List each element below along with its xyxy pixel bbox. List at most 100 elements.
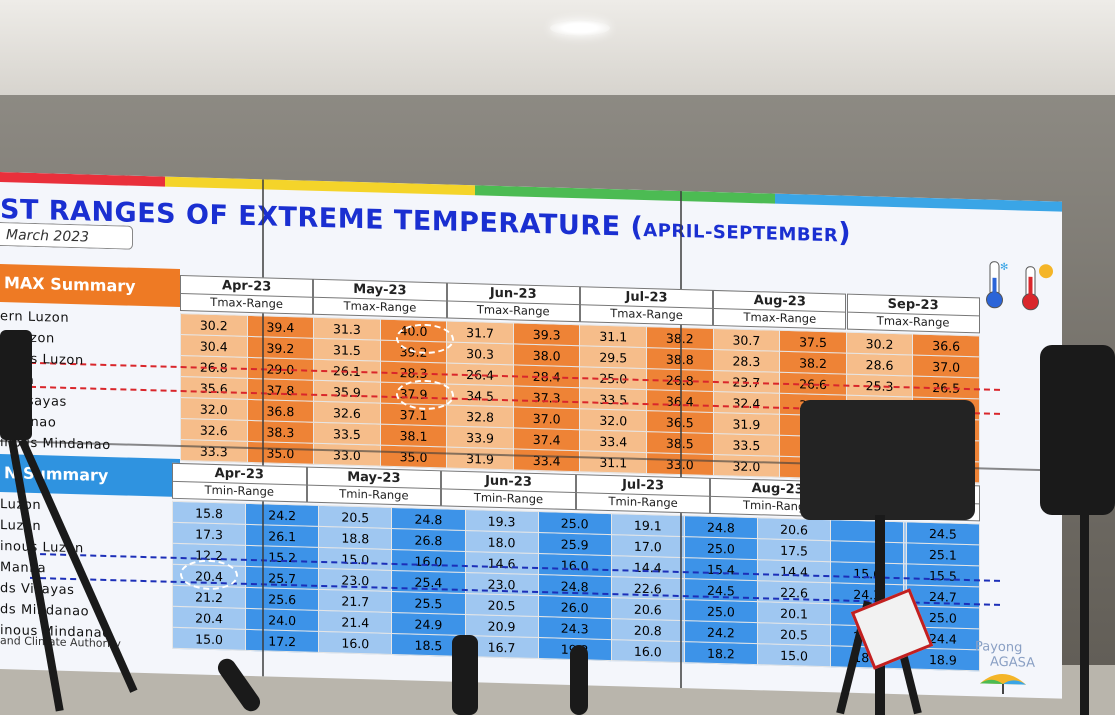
table-cell: 15.0 bbox=[172, 627, 246, 651]
table-cell: 38.1 bbox=[380, 424, 447, 447]
table-cell: 33.4 bbox=[579, 429, 647, 453]
umbrella-logo-icon bbox=[978, 669, 1028, 698]
table-cell: 39.3 bbox=[513, 322, 580, 346]
table-cell: 33.4 bbox=[513, 448, 580, 472]
table-cell: 33.5 bbox=[713, 433, 780, 457]
tmax-summary-tab: MAX Summary bbox=[0, 264, 180, 308]
table-cell: 20.8 bbox=[611, 618, 685, 642]
table-cell: 38.0 bbox=[513, 343, 580, 367]
table-cell: 20.9 bbox=[465, 614, 539, 638]
table-cell: 33.3 bbox=[180, 439, 248, 463]
panel-seam bbox=[262, 179, 264, 677]
table-cell: 30.3 bbox=[446, 341, 514, 365]
table-cell: 24.8 bbox=[684, 515, 758, 539]
table-cell: 25.1 bbox=[906, 542, 980, 566]
ceiling-light bbox=[550, 20, 610, 36]
tmin-month-header: Jun-23 Tmin-Range bbox=[441, 470, 576, 511]
table-cell: 20.6 bbox=[757, 517, 831, 541]
table-cell: 32.0 bbox=[713, 454, 780, 478]
table-cell: 30.7 bbox=[713, 328, 780, 352]
table-cell: 37.4 bbox=[513, 427, 580, 451]
table-cell: 30.2 bbox=[180, 313, 248, 337]
table-cell: 31.5 bbox=[313, 338, 381, 362]
table-cell: 33.5 bbox=[313, 422, 381, 446]
table-cell: 38.2 bbox=[779, 351, 847, 375]
table-cell bbox=[830, 540, 904, 564]
tmax-range-label: Tmax-Range bbox=[476, 302, 550, 319]
issued-date: March 2023 bbox=[0, 222, 133, 250]
microphone bbox=[452, 635, 478, 715]
table-cell: 15.6 bbox=[830, 561, 904, 585]
table-cell: 17.0 bbox=[611, 534, 685, 558]
table-cell: 31.1 bbox=[579, 450, 647, 474]
table-cell: 31.3 bbox=[313, 317, 381, 341]
tmax-month-header: Jun-23 Tmax-Range bbox=[446, 282, 580, 323]
table-cell: 36.8 bbox=[247, 399, 314, 423]
table-cell: 30.2 bbox=[846, 332, 913, 355]
table-cell: 20.5 bbox=[318, 505, 392, 529]
table-cell: 28.6 bbox=[846, 353, 913, 376]
table-cell: 14.6 bbox=[465, 551, 539, 575]
table-cell: 38.3 bbox=[247, 420, 314, 444]
table-cell: 30.4 bbox=[180, 334, 248, 358]
table-cell: 16.0 bbox=[611, 639, 685, 663]
table-cell: 14.4 bbox=[757, 559, 831, 583]
table-cell: 20.4 bbox=[172, 606, 246, 630]
table-cell: 26.1 bbox=[245, 524, 319, 548]
table-cell: 20.5 bbox=[465, 593, 539, 617]
table-cell: 26.8 bbox=[391, 528, 465, 552]
table-cell: 24.3 bbox=[538, 616, 612, 640]
tmax-range-label: Tmax-Range bbox=[610, 306, 683, 323]
tmin-range-label: Tmin-Range bbox=[608, 493, 678, 510]
camera-left bbox=[0, 330, 32, 440]
table-cell: 37.0 bbox=[513, 406, 580, 430]
tmax-range-label: Tmax-Range bbox=[876, 313, 950, 330]
table-cell: 15.0 bbox=[757, 643, 831, 667]
table-cell: 39.2 bbox=[247, 336, 314, 360]
table-cell: 19.1 bbox=[611, 513, 685, 537]
table-cell: 32.6 bbox=[313, 401, 381, 425]
table-cell: 17.2 bbox=[245, 629, 319, 653]
thermometer-hot-icon bbox=[1018, 260, 1058, 317]
table-cell: 37.3 bbox=[513, 385, 580, 409]
table-cell: 32.0 bbox=[180, 397, 248, 421]
table-cell: 33.0 bbox=[313, 443, 381, 467]
table-cell: 31.9 bbox=[446, 446, 514, 470]
table-cell: 37.5 bbox=[779, 330, 847, 354]
table-cell bbox=[830, 519, 904, 543]
table-cell: 28.3 bbox=[713, 349, 780, 373]
table-cell: 37.8 bbox=[247, 378, 314, 402]
table-cell: 31.9 bbox=[713, 412, 780, 436]
table-cell: 24.5 bbox=[906, 521, 980, 545]
table-cell: 15.8 bbox=[172, 501, 246, 525]
tmax-month-header: Apr-23 Tmax-Range bbox=[180, 275, 314, 315]
ceiling bbox=[0, 0, 1115, 95]
table-cell: 32.6 bbox=[180, 418, 248, 442]
table-cell: 25.9 bbox=[538, 532, 612, 556]
table-cell: 39.4 bbox=[247, 315, 314, 339]
table-cell: 29.5 bbox=[579, 345, 647, 369]
table-cell: 25.0 bbox=[684, 536, 758, 560]
tmin-month-header: Apr-23 Tmin-Range bbox=[172, 462, 307, 503]
payong-text: Payong bbox=[975, 639, 1023, 656]
table-cell: 16.0 bbox=[391, 549, 465, 573]
table-cell: 37.0 bbox=[912, 354, 980, 378]
table-cell: 32.0 bbox=[579, 408, 647, 432]
table-cell: 33.9 bbox=[446, 425, 514, 449]
tripod-pole bbox=[1080, 515, 1089, 715]
tmax-month-header: May-23 Tmax-Range bbox=[313, 278, 447, 319]
table-cell: 35.0 bbox=[380, 445, 447, 468]
camera-right bbox=[1040, 345, 1115, 515]
tmax-month-header: Jul-23 Tmax-Range bbox=[579, 286, 714, 326]
table-cell: 17.3 bbox=[172, 522, 246, 546]
table-cell: 16.0 bbox=[538, 553, 612, 577]
table-cell: 15.2 bbox=[245, 545, 319, 569]
table-cell: 15.5 bbox=[906, 563, 980, 587]
tmin-range-label: Tmin-Range bbox=[339, 486, 409, 503]
table-cell: 35.9 bbox=[313, 380, 381, 404]
table-cell: 21.4 bbox=[318, 610, 392, 634]
table-cell: 18.0 bbox=[465, 530, 539, 554]
table-cell: 25.5 bbox=[391, 591, 465, 615]
table-cell: 20.1 bbox=[757, 601, 831, 625]
